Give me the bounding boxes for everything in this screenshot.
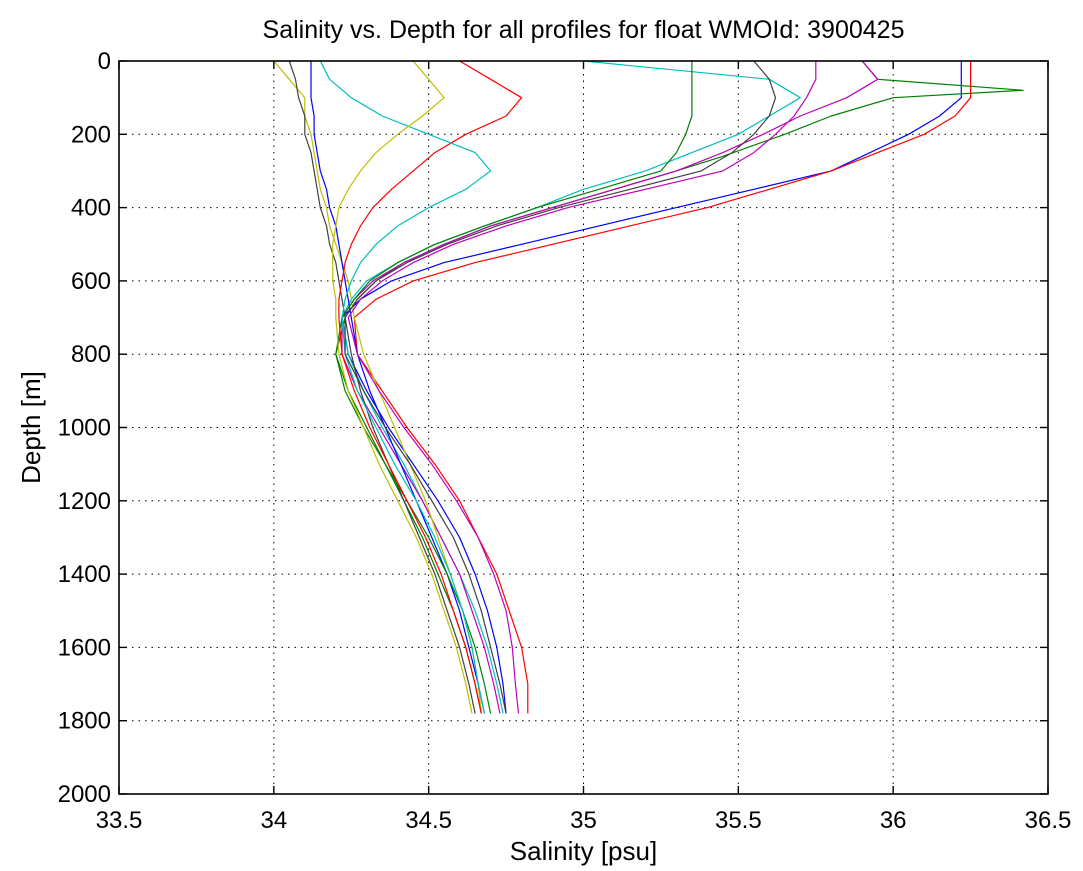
x-tick-label: 36 (880, 807, 907, 834)
profile-line (310, 61, 485, 714)
profile-line (335, 61, 693, 714)
profile-line (353, 61, 972, 714)
y-tick-label: 1200 (58, 488, 111, 515)
profile-line (288, 60, 476, 714)
x-axis-title: Salinity [psu] (510, 836, 657, 866)
y-tick-label: 2000 (58, 781, 111, 808)
chart-title: Salinity vs. Depth for all profiles for … (263, 16, 905, 44)
y-tick-label: 0 (98, 48, 111, 75)
y-tick-label: 1600 (58, 634, 111, 661)
y-tick-label: 1800 (58, 708, 111, 735)
profile-line (335, 60, 1024, 714)
profile-line (319, 60, 492, 714)
profile-line (344, 60, 777, 714)
profile-line (341, 60, 801, 714)
profile-line (338, 60, 523, 714)
axis-ticks: 33.5 34 34.5 35 35.5 36 36.5 0 200 400 600 800 1000 1… (58, 48, 1072, 834)
y-tick-label: 200 (71, 121, 111, 148)
x-tick-label: 35 (570, 807, 597, 834)
grid-lines (119, 61, 1048, 794)
profile-line (341, 61, 962, 714)
y-tick-label: 1000 (58, 415, 111, 442)
profile-lines (273, 60, 1024, 714)
profile-line (347, 61, 817, 714)
y-tick-label: 400 (71, 195, 111, 222)
profile-line (332, 60, 473, 714)
y-tick-label: 600 (71, 268, 111, 295)
plot-frame (118, 60, 1049, 795)
x-tick-label: 36.5 (1025, 807, 1072, 834)
x-tick-label: 33.5 (96, 807, 143, 834)
y-tick-label: 1400 (58, 561, 111, 588)
y-axis-title: Depth [m] (16, 371, 46, 484)
x-tick-label: 35.5 (715, 807, 762, 834)
y-tick-label: 800 (71, 341, 111, 368)
x-tick-label: 34 (260, 807, 287, 834)
profile-line (341, 60, 879, 714)
x-tick-label: 34.5 (405, 807, 452, 834)
